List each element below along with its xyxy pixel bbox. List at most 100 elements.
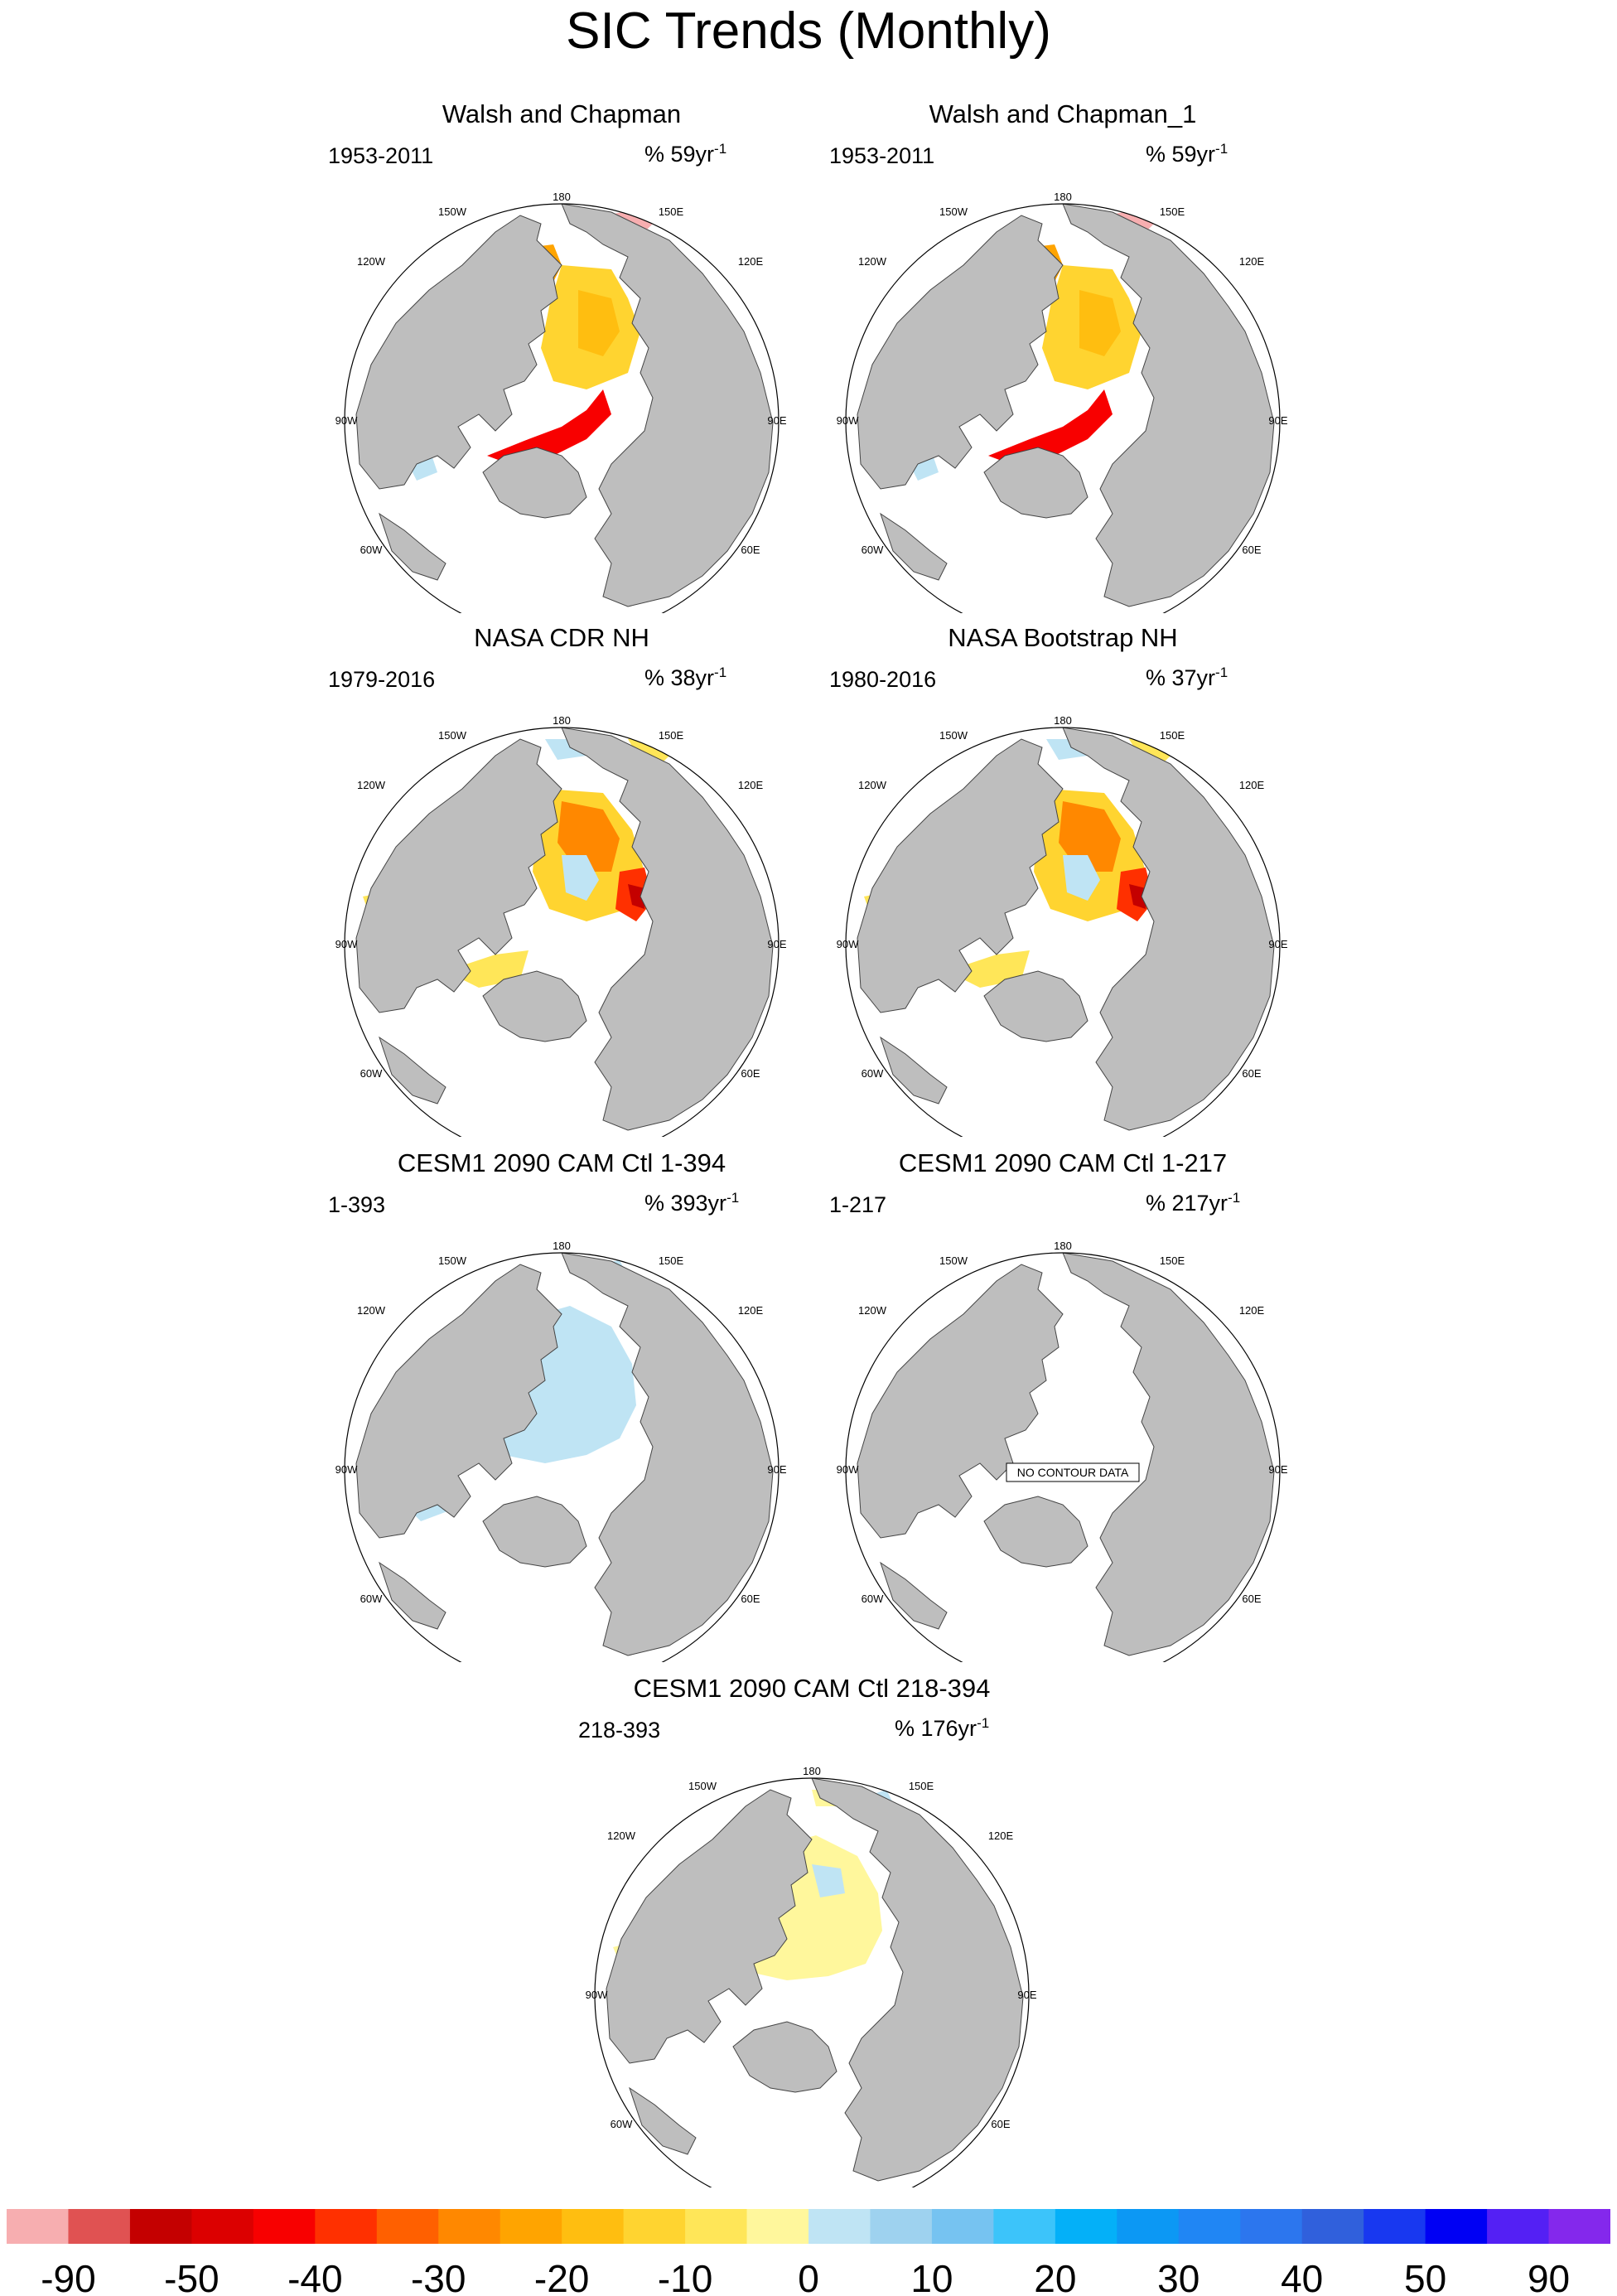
colorbar-swatch [808,2209,871,2244]
land-mass [355,1264,562,1539]
sic-trend-region [988,389,1113,468]
longitude-label: 90E [767,938,786,950]
colorbar-label: 0 [798,2257,819,2296]
longitude-label: 150W [438,1254,467,1267]
longitude-label: 90W [837,1463,859,1476]
longitude-label: 150E [1160,1254,1185,1267]
panel-period: 1-217 [829,1192,887,1217]
longitude-label: 120E [738,255,764,268]
panel-rate: % 217yr-1 [1146,1190,1241,1216]
longitude-label: 60W [862,1067,884,1080]
colorbar-swatch [623,2209,686,2244]
colorbar-swatch [129,2209,192,2244]
colorbar-swatch [746,2209,809,2244]
colorbar-swatch [870,2209,933,2244]
longitude-label: 60W [360,1067,383,1080]
colorbar-label: -40 [287,2257,342,2296]
land-mass [482,970,587,1042]
longitude-label: 60E [1242,1067,1261,1080]
land-mass [880,1561,948,1630]
map-panel-cesm1-1-394: CESM1 2090 CAM Ctl 1-394 1-393 % 393yr-1… [313,1148,810,1662]
land-mass [355,738,562,1013]
sic-trend-region [578,290,620,356]
longitude-label: 150E [909,1780,934,1792]
land-mass [561,1253,774,1656]
panel-period: 1953-2011 [829,143,935,168]
longitude-label: 120W [858,779,887,791]
longitude-label: 150E [659,205,684,218]
panel-rate: % 176yr-1 [895,1715,990,1741]
colorbar-swatch [1487,2209,1550,2244]
colorbar-swatch [500,2209,562,2244]
sic-trend-region [812,1864,845,1897]
land-mass [857,215,1064,490]
colorbar-swatch [1425,2209,1488,2244]
land-mass [811,1778,1024,2182]
longitude-label: 150W [688,1780,717,1792]
longitude-label: 180 [553,714,571,727]
longitude-label: 90E [767,1463,786,1476]
longitude-label: 150E [659,729,684,742]
no-data-label: NO CONTOUR DATA [1017,1466,1129,1479]
colorbar-labels: -90 -50 -40 -30 -20 -10 0 10 20 30 40 50 90 [41,2257,1570,2296]
panel-rate: % 393yr-1 [644,1190,740,1216]
colorbar-swatch [191,2209,254,2244]
colorbar-swatch [376,2209,439,2244]
map-border [845,203,1281,613]
longitude-label: 150E [1160,729,1185,742]
panel-rate: % 37yr-1 [1146,665,1228,690]
longitude-label: 150E [1160,205,1185,218]
land-mass [732,2021,837,2093]
longitude-label: 120W [357,779,386,791]
polar-map: 180150E120E90E60E30E030W60W90W120W150W [335,1240,787,1662]
longitude-label: 90W [335,938,358,950]
longitude-label: 60W [360,544,383,556]
longitude-label: 60E [1242,544,1261,556]
polar-map: 180150E120E90E60E30E030W60W90W120W150W [335,191,787,613]
colorbar-label: -30 [411,2257,466,2296]
sic-trend-region [1059,801,1121,872]
polar-map: 180150E120E90E60E30E030W60W90W120W150W [837,714,1288,1137]
panel-title: CESM1 2090 CAM Ctl 1-217 [898,1148,1228,1177]
map-panel-cesm1-218-394: CESM1 2090 CAM Ctl 218-394 218-393 % 176… [563,1674,1060,2187]
panel-title: CESM1 2090 CAM Ctl 218-394 [633,1674,991,1703]
longitude-label: 90E [1268,938,1287,950]
colorbar-label: 40 [1281,2257,1323,2296]
sic-trend-region [1079,290,1121,356]
land-mass [379,1561,446,1630]
longitude-label: 150W [939,729,968,742]
colorbar-swatch [1301,2209,1364,2244]
map-border [845,727,1281,1137]
polar-map: 180150E120E90E60E30E030W60W90W120W150WNO… [837,1240,1288,1662]
longitude-label: 90W [837,938,859,950]
panel-title: Walsh and Chapman [442,99,682,128]
land-mass [482,1496,587,1568]
longitude-label: 180 [553,1240,571,1252]
figure-title: SIC Trends (Monthly) [566,2,1051,60]
panel-period: 218-393 [578,1718,661,1743]
longitude-label: 60E [741,544,760,556]
colorbar-swatch [993,2209,1056,2244]
longitude-label: 120W [858,1304,887,1317]
colorbar-swatch [1548,2209,1610,2244]
longitude-label: 150W [438,205,467,218]
land-mass [379,1036,446,1104]
colorbar-swatch [931,2209,994,2244]
land-mass [880,512,948,581]
panel-title: NASA Bootstrap NH [948,623,1178,652]
longitude-label: 60W [862,1593,884,1605]
longitude-label: 150W [939,205,968,218]
longitude-label: 120W [858,255,887,268]
colorbar-swatch [7,2209,69,2244]
longitude-label: 60W [360,1593,383,1605]
panel-title: NASA CDR NH [474,623,649,652]
longitude-label: 150W [438,729,467,742]
colorbar-swatch [1178,2209,1241,2244]
land-mass [857,1264,1064,1539]
land-mass [1062,204,1275,607]
land-mass [880,1036,948,1104]
colorbar-swatch [685,2209,748,2244]
colorbar-label: 10 [910,2257,953,2296]
longitude-label: 120W [357,255,386,268]
panel-rate: % 59yr-1 [644,141,727,167]
